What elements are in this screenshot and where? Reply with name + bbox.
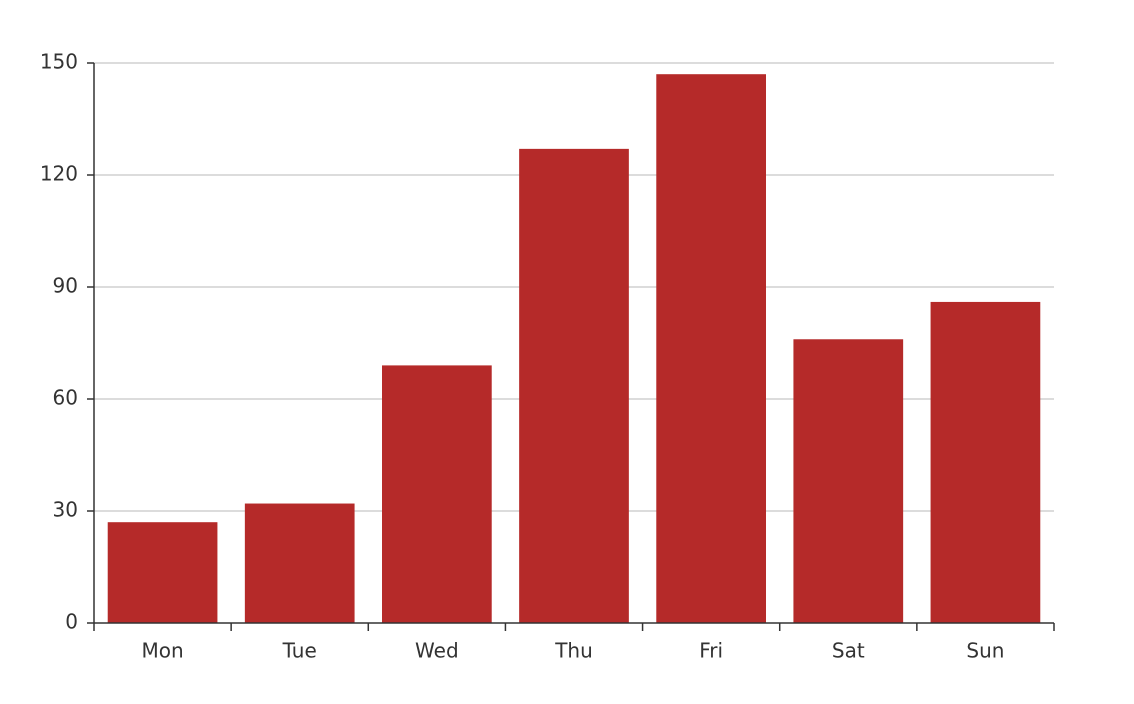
x-tick-label: Mon: [141, 639, 183, 663]
bar: [382, 365, 492, 623]
y-tick-label: 120: [40, 162, 78, 186]
bar: [244, 503, 355, 623]
x-tick-label: Wed: [415, 639, 459, 663]
x-tick-label: Tue: [282, 639, 317, 663]
y-tick-label: 150: [40, 50, 78, 74]
x-tick-label: Sat: [832, 639, 865, 663]
bar: [656, 74, 766, 623]
bar: [793, 339, 904, 623]
x-tick-label: Sun: [966, 639, 1004, 663]
bar: [107, 522, 218, 623]
bar: [519, 148, 629, 623]
x-tick-label: Fri: [699, 639, 723, 663]
y-tick-label: 60: [53, 386, 78, 410]
bar: [930, 301, 1041, 623]
y-tick-label: 30: [53, 498, 78, 522]
x-tick-label: Thu: [554, 639, 593, 663]
y-tick-label: 90: [53, 274, 78, 298]
y-tick-label: 0: [65, 610, 78, 634]
